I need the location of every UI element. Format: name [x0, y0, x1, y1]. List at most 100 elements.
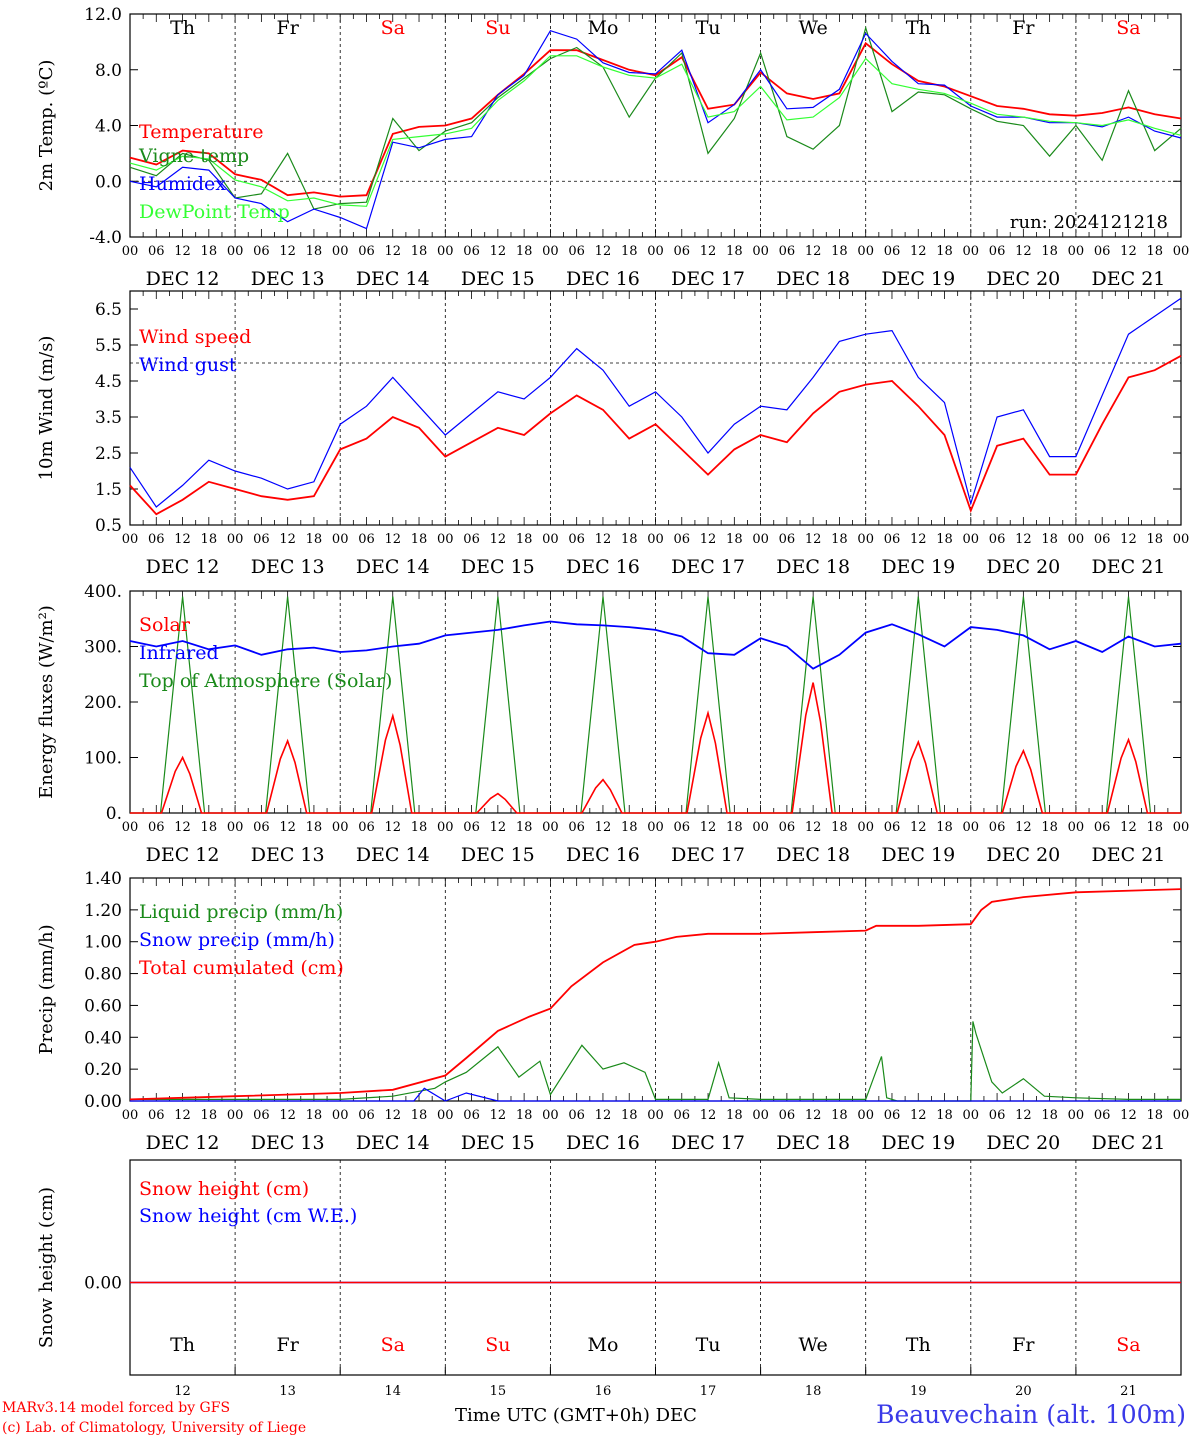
hour-tick-label: 00: [1068, 244, 1085, 259]
hour-tick-label: 06: [1094, 820, 1111, 835]
hour-tick-label: 00: [1068, 1108, 1085, 1123]
legend-entry: Temperature: [139, 121, 263, 143]
y-tick-label: 200.: [84, 693, 122, 713]
hour-tick-label: 00: [963, 244, 980, 259]
hour-tick-label: 18: [411, 532, 428, 547]
day-number-label: 17: [700, 1384, 717, 1399]
hour-tick-label: 18: [1146, 1108, 1163, 1123]
series-line-solar: [130, 682, 1181, 814]
hour-tick-label: 00: [1173, 820, 1190, 835]
series-line: [129, 888, 1182, 1101]
legend-entry: Wind gust: [139, 354, 237, 376]
hour-tick-label: 06: [568, 820, 585, 835]
legend-entry: Top of Atmosphere (Solar): [139, 670, 392, 692]
y-axis-label: 10m Wind (m/s): [36, 336, 57, 481]
hour-tick-label: 00: [227, 820, 244, 835]
hour-tick-label: 06: [989, 244, 1006, 259]
hour-tick-label: 00: [752, 1108, 769, 1123]
hour-tick-label: 18: [621, 244, 638, 259]
date-label: DEC 20: [986, 268, 1060, 290]
hour-tick-label: 12: [174, 820, 191, 835]
hour-tick-label: 06: [358, 244, 375, 259]
hour-tick-label: 00: [122, 1108, 139, 1123]
hour-tick-label: 18: [1041, 1108, 1058, 1123]
hour-tick-label: 18: [726, 820, 743, 835]
date-label: DEC 17: [671, 268, 745, 290]
date-label: DEC 21: [1092, 268, 1166, 290]
hour-tick-label: 00: [332, 820, 349, 835]
hour-tick-label: 18: [516, 532, 533, 547]
weekday-label: Th: [170, 17, 195, 39]
y-tick-label: 1.20: [84, 901, 122, 921]
hour-tick-label: 18: [411, 244, 428, 259]
hour-tick-label: 12: [1120, 820, 1137, 835]
hour-tick-label: 18: [306, 1108, 323, 1123]
hour-tick-label: 06: [463, 820, 480, 835]
series-line: [129, 55, 1182, 207]
hour-tick-label: 18: [621, 532, 638, 547]
hour-tick-label: 18: [411, 1108, 428, 1123]
hour-tick-label: 00: [963, 820, 980, 835]
day-number-label: 18: [805, 1384, 822, 1399]
hour-tick-label: 12: [1015, 820, 1032, 835]
hour-tick-label: 12: [595, 532, 612, 547]
hour-tick-label: 12: [910, 820, 927, 835]
hour-tick-label: 18: [621, 820, 638, 835]
hour-tick-label: 12: [279, 1108, 296, 1123]
hour-tick-label: 12: [910, 532, 927, 547]
hour-tick-label: 00: [332, 244, 349, 259]
time-axis-month: DEC: [655, 1405, 697, 1426]
hour-tick-label: 06: [989, 1108, 1006, 1123]
hour-tick-label: 06: [989, 532, 1006, 547]
hour-tick-label: 12: [910, 244, 927, 259]
panel-5: Snow height (cm) 0.00 Th Fr Sa Su Mo Tu We Th Fr Sa…: [36, 1159, 1182, 1399]
y-tick-label: 12.0: [84, 5, 122, 25]
hour-tick-label: 12: [910, 1108, 927, 1123]
panel-2: 10m Wind (m/s) 0.5 1.5 2.5 3.5 4.5 5.5 6.5 00 06 1…: [36, 290, 1189, 578]
date-label: DEC 17: [671, 844, 745, 866]
y-tick-label: 0.: [106, 804, 122, 824]
panel-3: Energy fluxes (W/m²) 0. 100. 200. 300. 400. 00…: [36, 582, 1189, 866]
date-label: DEC 13: [251, 268, 325, 290]
y-axis-label: 2m Temp. (ºC): [36, 60, 57, 192]
hour-tick-label: 18: [831, 1108, 848, 1123]
hour-tick-label: 00: [857, 1108, 874, 1123]
date-label: DEC 16: [566, 268, 640, 290]
legend-entry: Liquid precip (mm/h): [139, 901, 343, 923]
hour-tick-label: 06: [463, 244, 480, 259]
hour-tick-label: 00: [752, 820, 769, 835]
hour-tick-label: 06: [358, 820, 375, 835]
y-tick-label: 5.5: [95, 336, 122, 356]
hour-tick-label: 06: [884, 244, 901, 259]
hour-tick-label: 00: [437, 1108, 454, 1123]
date-label: DEC 15: [461, 844, 535, 866]
hour-tick-label: 06: [884, 532, 901, 547]
hour-tick-label: 18: [621, 1108, 638, 1123]
hour-tick-label: 18: [1146, 532, 1163, 547]
y-tick-label: 0.40: [84, 1028, 122, 1048]
hour-tick-label: 18: [726, 1108, 743, 1123]
hour-tick-label: 12: [595, 820, 612, 835]
date-label: DEC 12: [146, 1132, 220, 1154]
weekday-label: We: [799, 17, 828, 39]
day-number-label: 20: [1015, 1384, 1032, 1399]
hour-tick-label: 12: [279, 244, 296, 259]
hour-tick-label: 12: [1120, 244, 1137, 259]
hour-tick-label: 18: [1041, 244, 1058, 259]
hour-tick-label: 06: [674, 820, 691, 835]
y-tick-label: 4.0: [95, 117, 122, 137]
hour-tick-label: 06: [884, 1108, 901, 1123]
hour-tick-label: 06: [148, 820, 165, 835]
legend-entry: Humidex: [139, 173, 226, 195]
date-label: DEC 19: [881, 268, 955, 290]
date-label: DEC 17: [671, 1132, 745, 1154]
hour-tick-label: 12: [1015, 244, 1032, 259]
date-label: DEC 16: [566, 556, 640, 578]
hour-tick-label: 18: [201, 244, 218, 259]
hour-tick-label: 06: [884, 820, 901, 835]
hour-tick-label: 12: [174, 532, 191, 547]
hour-tick-label: 00: [332, 532, 349, 547]
hour-tick-label: 12: [595, 244, 612, 259]
hour-tick-label: 00: [857, 532, 874, 547]
hour-tick-label: 00: [542, 532, 559, 547]
